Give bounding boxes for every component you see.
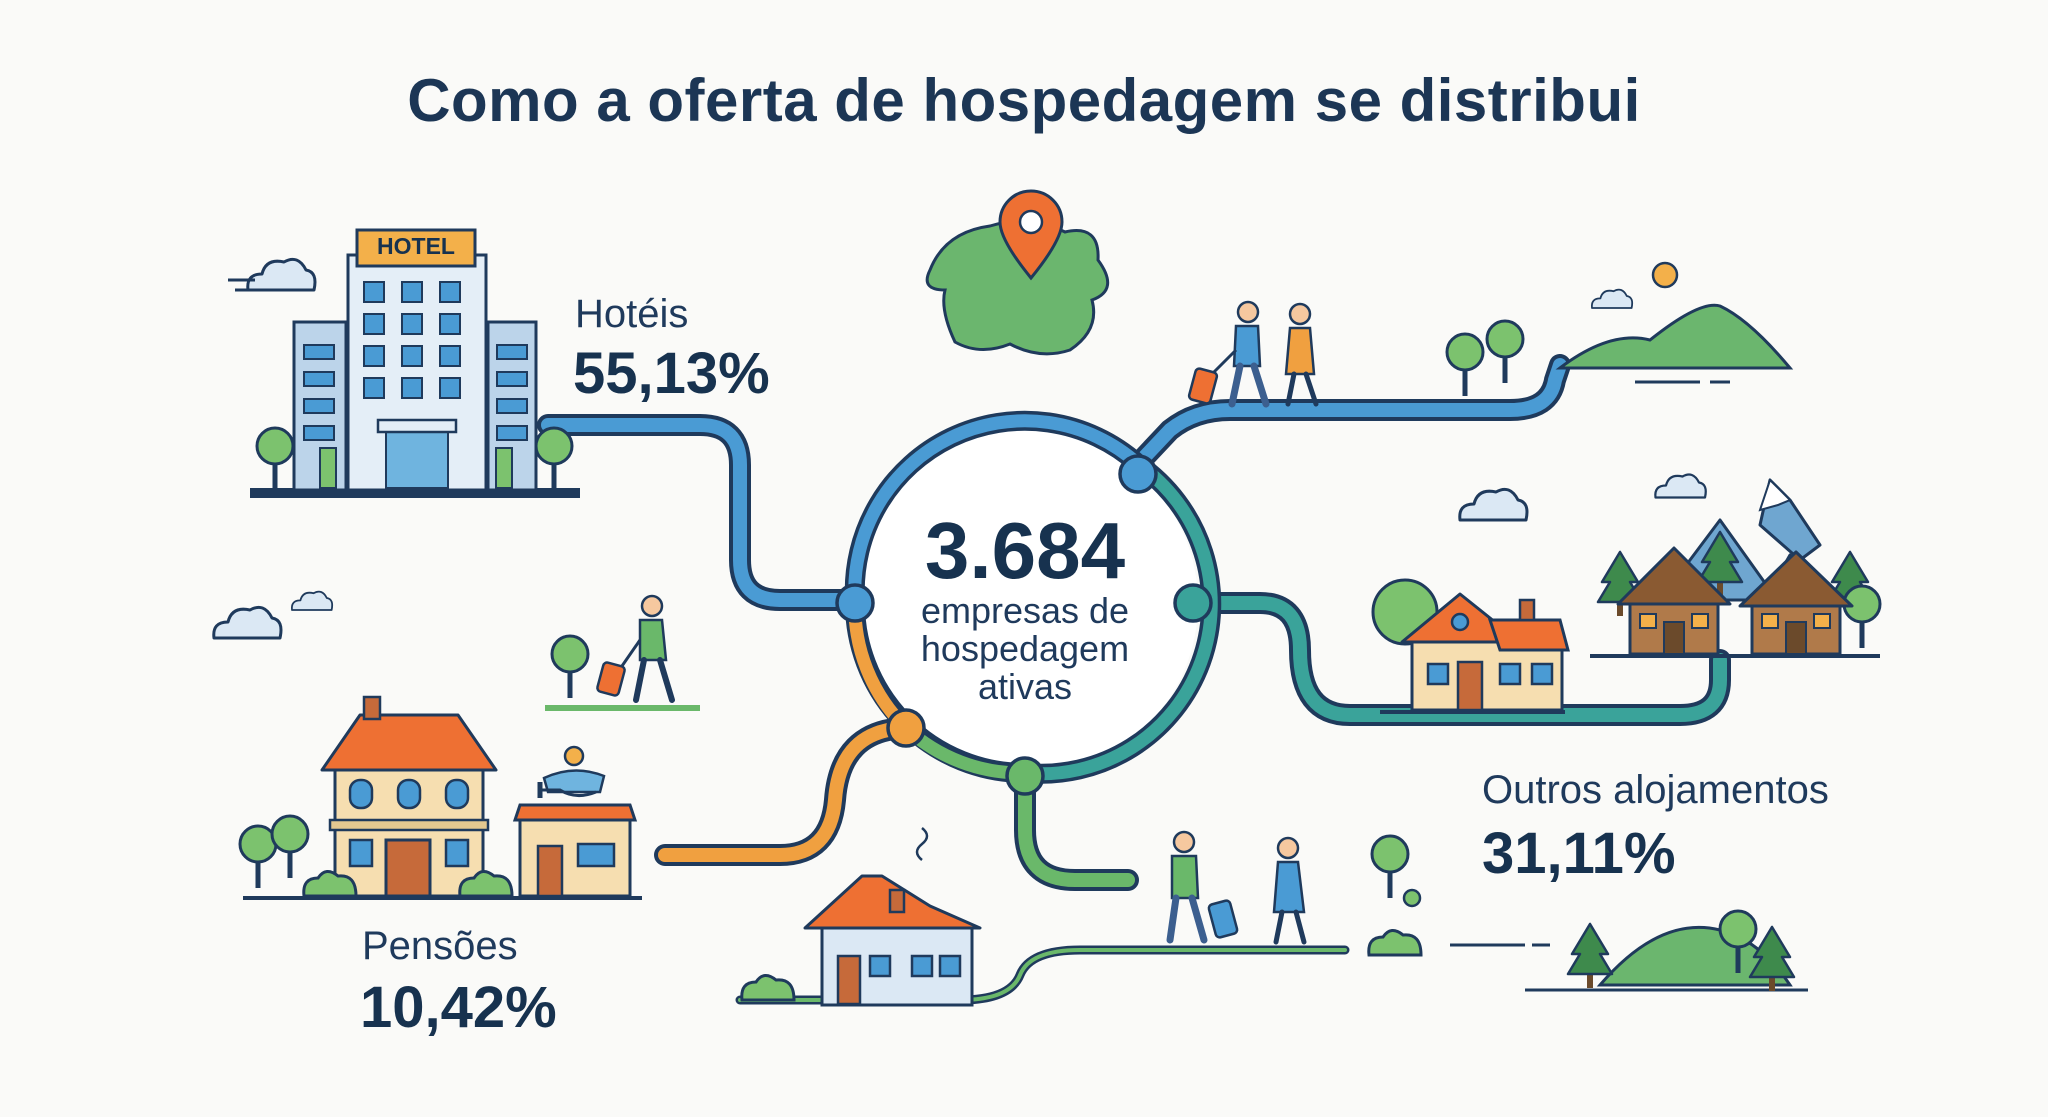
hotels-share-value: 55,13% [573, 341, 770, 406]
other-lodging-label: Outros alojamentos [1482, 768, 1829, 812]
hospitality-hand-icon [537, 745, 606, 798]
cottage-icon [1371, 578, 1570, 714]
center-caption-line: hospedagem [920, 628, 1130, 669]
mountain-cabins-icon [1590, 478, 1882, 658]
house-icon [740, 827, 982, 1007]
guesthouse-icon [238, 695, 642, 900]
hills-icon [1555, 261, 1794, 384]
traveler-icon [545, 594, 700, 711]
other-lodging-share-value: 31,11% [1482, 821, 1676, 886]
connector-paths [537, 354, 1731, 1005]
guesthouses-label: Pensões [362, 924, 518, 968]
hotels-label: Hotéis [575, 292, 689, 336]
hotel-building-icon [250, 228, 580, 498]
cloud-icon [212, 257, 1707, 640]
guesthouses-share-value: 10,42% [360, 975, 557, 1040]
walking-couple-icon [1187, 300, 1525, 408]
hotel-sign-text: HOTEL [377, 233, 455, 259]
center-caption-line: ativas [977, 666, 1073, 707]
location-pin-icon [998, 189, 1064, 281]
landscape-icon [1450, 909, 1808, 993]
total-businesses-value: 3.684 [924, 506, 1126, 595]
center-caption-line: empresas de [920, 590, 1130, 631]
travelers-icon [1166, 830, 1423, 957]
page-title: Como a oferta de hospedagem se distribui [407, 67, 1641, 134]
center-ring [835, 410, 1222, 796]
